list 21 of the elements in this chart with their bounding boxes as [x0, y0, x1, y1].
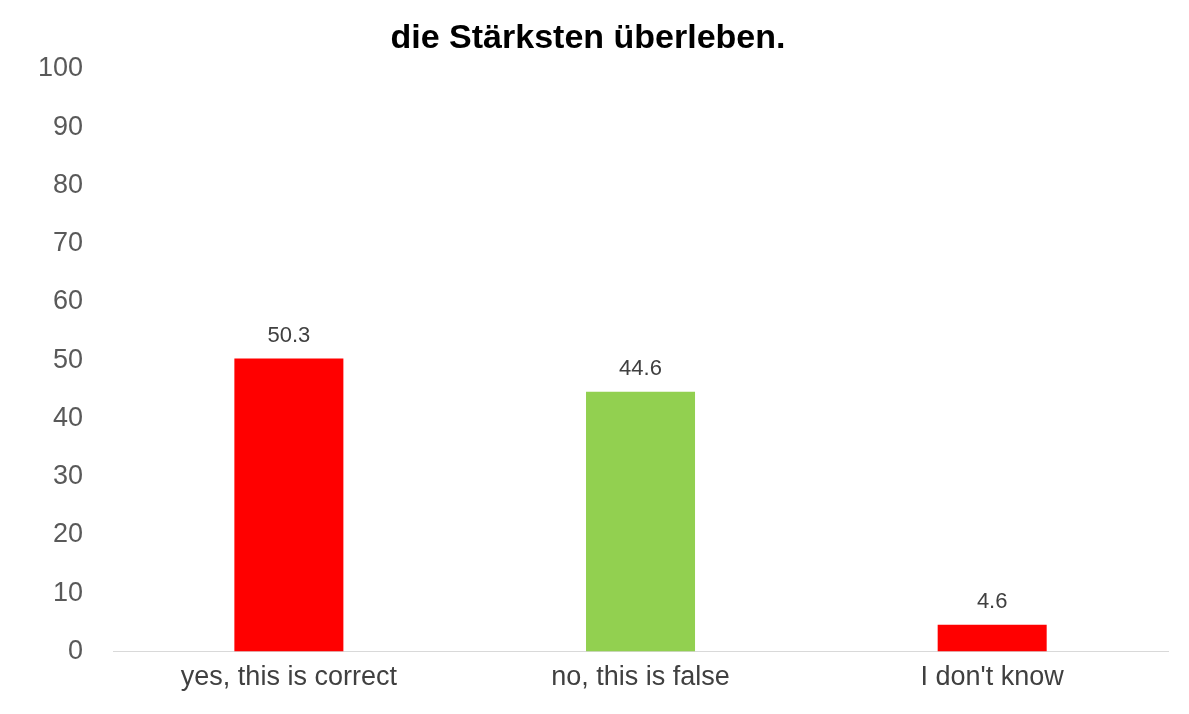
x-tick-label: yes, this is correct	[180, 661, 398, 692]
data-label: 50.3	[267, 321, 311, 347]
x-tick-label: I don't know	[920, 661, 1065, 692]
y-tick-label: 40	[53, 401, 84, 432]
data-label: 44.6	[619, 354, 662, 380]
y-tick-label: 80	[53, 168, 84, 199]
y-tick-label: 50	[53, 343, 84, 374]
bar	[234, 358, 344, 652]
y-tick-label: 0	[68, 635, 84, 666]
y-tick-label: 10	[53, 576, 84, 607]
data-label: 4.6	[976, 587, 1008, 613]
y-tick-label: 90	[53, 110, 84, 141]
y-tick-label: 100	[37, 52, 84, 83]
x-tick-label: no, this is false	[551, 661, 730, 692]
y-tick-label: 60	[53, 285, 84, 316]
chart-title: die Stärksten überleben.	[390, 16, 786, 55]
y-tick-label: 20	[53, 518, 84, 549]
bar	[586, 391, 696, 652]
y-tick-label: 30	[53, 460, 84, 491]
bar	[937, 624, 1047, 652]
y-tick-label: 70	[53, 227, 84, 258]
